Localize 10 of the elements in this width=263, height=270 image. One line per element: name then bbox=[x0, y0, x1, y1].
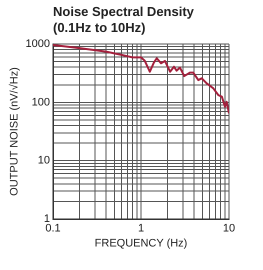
chart-title: Noise Spectral Density (0.1Hz to 10Hz) bbox=[53, 4, 194, 36]
y-tick-label: 100 bbox=[32, 96, 50, 108]
y-axis-title: OUTPUT NOISE (nV/√Hz) bbox=[8, 67, 21, 196]
x-tick-label: 1 bbox=[138, 222, 144, 235]
x-axis-title: FREQUENCY (Hz) bbox=[94, 237, 188, 250]
x-tick-label: 0.1 bbox=[45, 222, 61, 235]
y-tick-label: 1000 bbox=[26, 38, 50, 50]
x-tick-label: 10 bbox=[222, 222, 236, 235]
y-tick-label: 10 bbox=[38, 154, 50, 167]
y-tick-label: 1 bbox=[44, 213, 50, 226]
